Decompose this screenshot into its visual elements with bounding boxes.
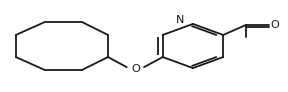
Text: O: O: [271, 20, 279, 30]
Text: O: O: [131, 64, 140, 74]
Text: N: N: [176, 15, 184, 25]
